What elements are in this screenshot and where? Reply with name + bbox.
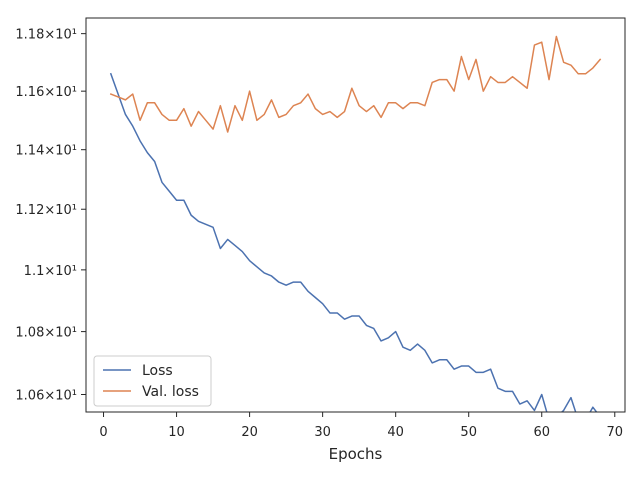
x-tick-label: 30 bbox=[314, 425, 331, 440]
series-line-val-loss bbox=[109, 35, 602, 133]
x-tick-label: 60 bbox=[533, 425, 550, 440]
legend: Loss Val. loss bbox=[93, 355, 212, 407]
x-axis-label: Epochs bbox=[329, 445, 383, 463]
y-tick-label: 1.14×10¹ bbox=[15, 144, 77, 159]
axes-frame bbox=[85, 17, 626, 413]
x-tick-label: 70 bbox=[607, 425, 624, 440]
x-tick-label: 50 bbox=[460, 425, 477, 440]
y-tick-label: 1.12×10¹ bbox=[15, 203, 77, 218]
y-tick-label: 1.16×10¹ bbox=[15, 85, 77, 100]
x-tick-label: 40 bbox=[387, 425, 404, 440]
x-tick-label: 0 bbox=[99, 425, 107, 440]
y-tick-label: 1.18×10¹ bbox=[15, 28, 77, 43]
x-tick-label: 10 bbox=[168, 425, 185, 440]
y-tick-label: 1.08×10¹ bbox=[15, 326, 77, 341]
y-tick-label: 1.1×10¹ bbox=[24, 264, 77, 279]
legend-label-val-loss: Val. loss bbox=[142, 384, 199, 400]
plot-area bbox=[109, 35, 602, 412]
legend-box bbox=[93, 355, 212, 407]
x-tick-label: 20 bbox=[241, 425, 258, 440]
series-line-loss bbox=[109, 72, 598, 412]
legend-label-loss: Loss bbox=[142, 363, 173, 379]
y-tick-label: 1.06×10¹ bbox=[15, 388, 77, 403]
axes: 0 10 20 30 40 50 60 70 1.06×10¹ 1.08×10¹ 1.1×10¹ 1.… bbox=[15, 17, 626, 440]
